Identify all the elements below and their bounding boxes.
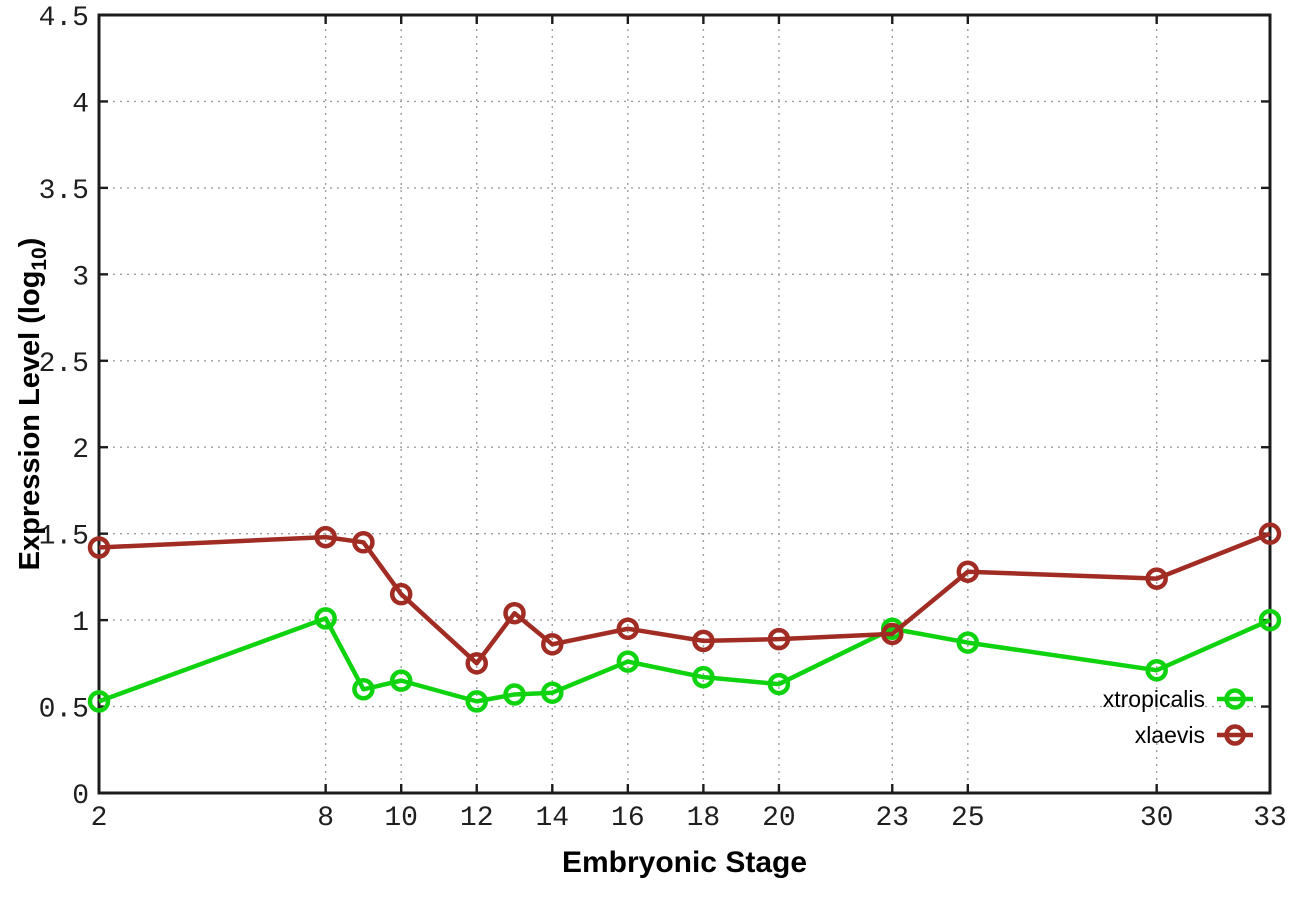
legend: xtropicalis xlaevis xyxy=(1103,683,1253,751)
data-point-xtropicalis xyxy=(616,650,640,673)
y-tick-label: 0 xyxy=(72,781,89,812)
data-point-xlaevis xyxy=(389,582,413,606)
y-tick-label: 1.5 xyxy=(39,522,89,553)
x-tick-label: 23 xyxy=(875,803,909,834)
data-point-xtropicalis xyxy=(389,669,413,692)
data-point-xlaevis xyxy=(503,601,526,625)
x-tick-label: 8 xyxy=(317,803,334,834)
data-point-xlaevis xyxy=(87,536,111,559)
data-point-xtropicalis xyxy=(1145,658,1168,682)
data-point-xtropicalis xyxy=(692,665,715,689)
y-axis-title-suffix: ) xyxy=(14,237,46,248)
series-line-xlaevis xyxy=(98,531,1271,666)
y-axis-title-text: Expression Level (log xyxy=(14,270,46,571)
data-point-xtropicalis xyxy=(465,690,488,713)
y-tick-label: 0.5 xyxy=(39,695,89,726)
x-tick-label: 20 xyxy=(762,803,796,834)
data-point-xlaevis xyxy=(314,525,337,549)
y-axis-title-subscript: 10 xyxy=(28,247,51,271)
data-point-xlaevis xyxy=(881,622,904,646)
y-tick-label: 4.5 xyxy=(39,3,89,34)
data-point-xtropicalis xyxy=(87,690,111,713)
circle-line-marker-icon xyxy=(1217,724,1253,746)
data-point-xtropicalis xyxy=(352,678,375,701)
data-point-xtropicalis xyxy=(956,631,980,654)
x-axis-title: Embryonic Stage xyxy=(561,846,808,879)
data-point-xlaevis xyxy=(465,652,488,675)
y-tick-label: 4 xyxy=(72,89,89,120)
x-tick-label: 2 xyxy=(91,803,108,834)
y-tick-label: 2 xyxy=(72,435,89,466)
data-point-xtropicalis xyxy=(503,683,526,706)
data-point-xlaevis xyxy=(692,629,715,653)
data-point-xlaevis xyxy=(1145,567,1168,590)
data-point-xlaevis xyxy=(541,633,564,656)
data-point-xtropicalis xyxy=(767,672,791,696)
legend-label: xtropicalis xyxy=(1102,685,1205,712)
x-tick-label: 25 xyxy=(951,803,985,834)
data-point-xlaevis xyxy=(956,560,980,583)
series-line-xtropicalis xyxy=(98,616,1271,704)
x-tick-label: 16 xyxy=(611,803,645,834)
legend-label: xlaevis xyxy=(1134,721,1205,748)
x-tick-label: 12 xyxy=(460,803,494,834)
data-point-xlaevis xyxy=(1258,522,1282,545)
y-tick-label: 3 xyxy=(72,262,89,293)
y-tick-label: 3.5 xyxy=(39,176,89,207)
plot-border xyxy=(97,13,1272,795)
legend-entry-xtropicalis: xtropicalis xyxy=(1103,683,1253,715)
x-tick-label: 10 xyxy=(384,803,418,834)
x-tick-label: 14 xyxy=(535,803,569,834)
y-tick-label: 2.5 xyxy=(39,349,89,380)
data-point-xtropicalis xyxy=(314,607,337,630)
x-tick-label: 33 xyxy=(1253,803,1287,834)
data-point-xtropicalis xyxy=(1258,608,1282,632)
x-tick-label: 30 xyxy=(1140,803,1174,834)
legend-entry-xlaevis: xlaevis xyxy=(1103,719,1253,751)
y-axis-title: Expression Level (log10) xyxy=(14,238,52,571)
data-point-xlaevis xyxy=(352,531,375,554)
x-tick-label: 18 xyxy=(687,803,721,834)
y-tick-label: 1 xyxy=(72,608,89,639)
data-point-xtropicalis xyxy=(541,681,564,704)
data-point-xlaevis xyxy=(616,617,640,641)
circle-line-marker-icon xyxy=(1217,688,1253,710)
data-point-xlaevis xyxy=(767,627,791,651)
